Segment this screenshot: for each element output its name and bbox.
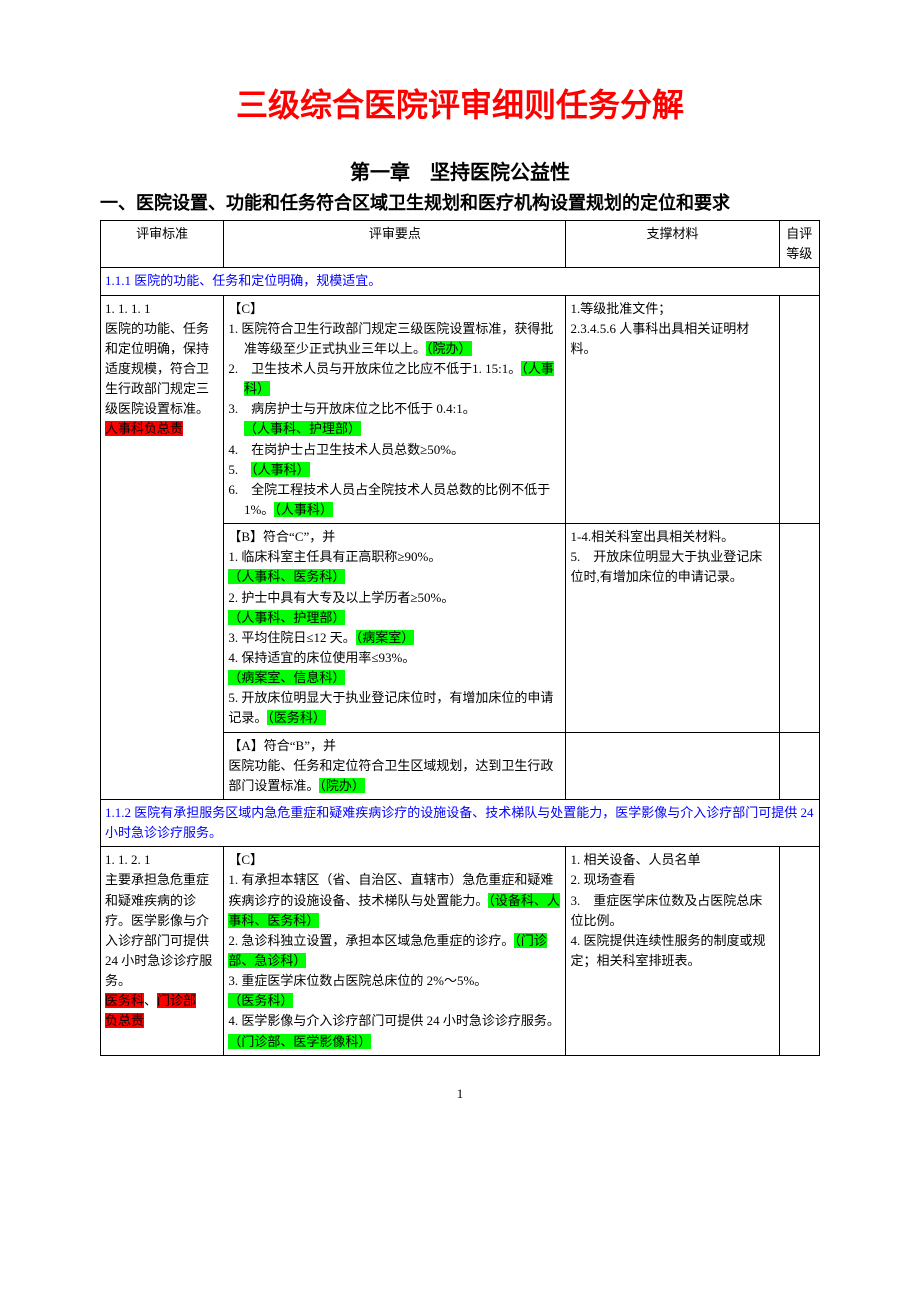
dept-tag: （人事科、护理部） [228,610,345,625]
material-item: 2.3.4.5.6 人事科出具相关证明材料。 [570,321,749,356]
document-title: 三级综合医院评审细则任务分解 [100,80,820,126]
c-item: 4. 医学影像与介入诊疗部门可提供 24 小时急诊诊疗服务。 [228,1013,560,1028]
c-item: 1. 医院符合卫生行政部门规定三级医院设置标准，获得批准等级至少正式执业三年以上… [228,321,553,356]
std-responsible: 负总责 [105,1013,144,1028]
cell-1111-b: 【B】符合“C”，并 1. 临床科室主任具有正高职称≥90%。 （人事科、医务科… [224,524,566,732]
level-c-label: 【C】 [228,852,263,867]
c-item: 2. 急诊科独立设置，承担本区域急危重症的诊疗。 [228,933,514,948]
cell-selfeval [779,295,819,524]
dept-tag: （院办） [426,341,472,356]
dept-tag: （人事科） [251,462,310,477]
review-table: 评审标准 评审要点 支撑材料 自评等级 1.1.1 医院的功能、任务和定位明确，… [100,220,820,1055]
material-item: 1. 相关设备、人员名单 [570,852,700,867]
c-item: 2. 卫生技术人员与开放床位之比应不低于1. 15:1。 [228,361,521,376]
material-item: 2. 现场查看 [570,872,635,887]
cell-selfeval [779,847,819,1055]
b-item: 2. 护士中具有大专及以上学历者≥50%。 [228,590,454,605]
std-number: 1. 1. 2. 1 [105,852,151,867]
level-a-label: 【A】符合“B”，并 [228,738,336,753]
cell-1111-a: 【A】符合“B”，并 医院功能、任务和定位符合卫生区域规划，达到卫生行政部门设置… [224,732,566,799]
col-header-materials: 支撑材料 [566,221,779,268]
dept-tag: （病案室、信息科） [228,670,345,685]
cell-selfeval [779,524,819,732]
c-item: 5. [228,462,238,477]
cell-1121-standard: 1. 1. 2. 1 主要承担急危重症和疑难疾病的诊疗。医学影像与介入诊疗部门可… [101,847,224,1055]
page-number: 1 [100,1086,820,1102]
row-1-1-1-header: 1.1.1 医院的功能、任务和定位明确，规模适宜。 [101,268,820,295]
std-responsible: 门诊部 [157,993,196,1008]
dept-tag: （院办） [319,778,365,793]
dept-tag: （医务科） [267,710,326,725]
dept-tag: （人事科、护理部） [244,421,361,436]
col-header-selfeval: 自评等级 [779,221,819,268]
cell-1111-standard: 1. 1. 1. 1 医院的功能、任务和定位明确，保持适度规模，符合卫生行政部门… [101,295,224,799]
b-item: 1. 临床科室主任具有正高职称≥90%。 [228,549,441,564]
cell-1111-c-materials: 1.等级批准文件； 2.3.4.5.6 人事科出具相关证明材料。 [566,295,779,524]
level-c-label: 【C】 [228,301,263,316]
dept-tag: （病案室） [356,630,415,645]
std-text: 医院的功能、任务和定位明确，保持适度规模，符合卫生行政部门规定三级医院设置标准。 [105,321,209,417]
row-1-1-2-header: 1.1.2 医院有承担服务区域内急危重症和疑难疾病诊疗的设施设备、技术梯队与处置… [101,799,820,846]
c-item: 3. 重症医学床位数占医院总床位的 2%～5%。 [228,973,487,988]
cell-1111-a-materials [566,732,779,799]
cell-selfeval [779,732,819,799]
material-item: 4. 医院提供连续性服务的制度或规定；相关科室排班表。 [570,933,765,968]
dept-tag: （门诊部、医学影像科） [228,1034,371,1049]
material-item: 1.等级批准文件； [570,301,671,316]
level-b-label: 【B】符合“C”，并 [228,529,335,544]
dept-tag: （医务科） [228,993,293,1008]
section-heading: 一、医院设置、功能和任务符合区域卫生规划和医疗机构设置规划的定位和要求 [100,191,820,216]
std-number: 1. 1. 1. 1 [105,301,151,316]
cell-1111-c: 【C】 1. 医院符合卫生行政部门规定三级医院设置标准，获得批准等级至少正式执业… [224,295,566,524]
dept-tag: （人事科） [274,502,333,517]
b-item: 3. 平均住院日≤12 天。 [228,630,355,645]
col-header-points: 评审要点 [224,221,566,268]
std-responsible: 医务科 [105,993,144,1008]
cell-1121-materials: 1. 相关设备、人员名单 2. 现场查看 3. 重症医学床位数及占医院总床位比例… [566,847,779,1055]
chapter-heading: 第一章 坚持医院公益性 [100,156,820,185]
sep: 、 [144,993,157,1008]
std-responsible: 人事科负总责 [105,421,183,436]
material-item: 1-4.相关科室出具相关材料。 [570,529,734,544]
cell-1111-b-materials: 1-4.相关科室出具相关材料。 5. 开放床位明显大于执业登记床位时,有增加床位… [566,524,779,732]
material-item: 5. 开放床位明显大于执业登记床位时,有增加床位的申请记录。 [570,549,762,584]
c-item: 3. 病房护士与开放床位之比不低于 0.4:1。 [228,401,475,416]
material-item: 3. 重症医学床位数及占医院总床位比例。 [570,893,762,928]
std-text: 主要承担急危重症和疑难疾病的诊疗。医学影像与介入诊疗部门可提供24 小时急诊诊疗… [105,872,212,988]
col-header-standard: 评审标准 [101,221,224,268]
cell-1121-c: 【C】 1. 有承担本辖区（省、自治区、直辖市）急危重症和疑难疾病诊疗的设施设备… [224,847,566,1055]
b-item: 4. 保持适宜的床位使用率≤93%。 [228,650,415,665]
c-item: 4. 在岗护士占卫生技术人员总数≥50%。 [228,442,464,457]
dept-tag: （人事科、医务科） [228,569,345,584]
a-item: 医院功能、任务和定位符合卫生区域规划，达到卫生行政部门设置标准。 [228,758,553,793]
